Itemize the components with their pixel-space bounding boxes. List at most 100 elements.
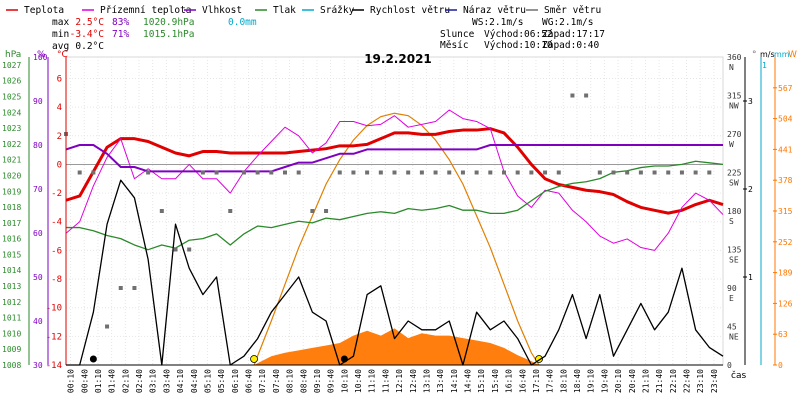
humidity-tick-label: 60: [33, 229, 43, 238]
x-tick-label: 08:40: [299, 369, 308, 393]
pressure-tick-label: 1013: [2, 282, 21, 291]
wind-tick-label: 1: [748, 273, 753, 282]
wind-direction-point: [91, 170, 96, 175]
pressure-tick-label: 1026: [2, 77, 21, 86]
wind-direction-point: [666, 170, 671, 175]
humidity-tick-label: 70: [33, 185, 43, 194]
solar-tick-label: 315: [778, 207, 793, 216]
wind-direction-point: [693, 170, 698, 175]
wind-direction-point: [597, 170, 602, 175]
wind-direction-point: [173, 247, 178, 252]
direction-tick-label: 0: [727, 361, 732, 370]
wind-direction-point: [447, 170, 452, 175]
wind-direction-point: [502, 170, 506, 175]
direction-tick-label: 135: [727, 246, 742, 255]
humidity-tick-label: 80: [33, 141, 43, 150]
pressure-tick-label: 1021: [2, 156, 21, 165]
stat-max-temp: 2.5°C: [75, 17, 104, 28]
pressure-tick-label: 1025: [2, 92, 21, 101]
compass-label: N: [729, 63, 734, 72]
wind-direction-point: [488, 170, 493, 175]
x-tick-label: 05:40: [217, 369, 226, 393]
x-tick-label: 21:10: [641, 369, 650, 393]
solar-tick-label: 378: [778, 176, 793, 185]
solar-tick-label: 441: [778, 145, 793, 154]
wind-direction-point: [337, 170, 342, 175]
wind-direction-point: [652, 170, 657, 175]
x-tick-label: 19:10: [587, 369, 596, 393]
wind-direction-point: [707, 170, 712, 175]
x-tick-label: 13:40: [436, 369, 445, 393]
chart-grid: [65, 56, 724, 366]
x-tick-label: 04:10: [176, 369, 185, 393]
stat-max-precip: 0.0mm: [228, 17, 257, 28]
wind-direction-point: [378, 170, 383, 175]
x-tick-label: 17:10: [532, 369, 541, 393]
pressure-line: [66, 160, 724, 251]
wind-direction-point: [365, 170, 370, 175]
compass-label: E: [729, 294, 734, 303]
pressure-tick-label: 1011: [2, 314, 21, 323]
sun-set: Západ:17:17: [542, 29, 605, 40]
temp-tick-label: -2: [51, 189, 62, 199]
x-tick-label: 06:40: [245, 369, 254, 393]
x-tick-label: 15:40: [491, 369, 500, 393]
x-tick-label: 01:10: [94, 369, 103, 393]
x-tick-label: 22:40: [683, 369, 692, 393]
wind-direction-point: [200, 170, 205, 175]
pressure-tick-label: 1017: [2, 219, 21, 228]
sun-elevation-line: [253, 112, 540, 366]
compass-label: NW: [729, 102, 739, 111]
x-tick-label: 17:40: [546, 369, 555, 393]
solar-radiation-area: [254, 328, 540, 365]
x-tick-label: 15:10: [477, 369, 486, 393]
x-tick-label: 02:40: [135, 369, 144, 393]
x-tick-label: 18:40: [573, 369, 582, 393]
wind-direction-point: [228, 209, 233, 213]
moonset-marker: [89, 355, 97, 363]
legend-label: Přízemní teplota: [100, 5, 192, 16]
wind-direction-point: [105, 324, 110, 329]
x-tick-label: 08:10: [286, 369, 295, 393]
wind-direction-point: [611, 170, 616, 175]
wind-direction-point: [556, 170, 561, 175]
pressure-tick-label: 1019: [2, 187, 21, 196]
wind-direction-point: [269, 170, 274, 175]
wind-direction-point: [159, 209, 164, 213]
pressure-tick-label: 1009: [2, 345, 21, 354]
temp-tick-label: -10: [46, 304, 62, 314]
wind-direction-point: [419, 170, 424, 175]
wind-direction-point: [433, 170, 438, 175]
wind-speed-info: WS:2.1m/s: [472, 17, 523, 28]
stat-min-hum: 71%: [112, 29, 129, 40]
compass-label: W: [729, 140, 734, 149]
x-tick-label: 05:10: [203, 369, 212, 393]
stat-max-label: max: [52, 17, 69, 28]
pressure-tick-label: 1018: [2, 203, 21, 212]
x-tick-label: 22:10: [669, 369, 678, 393]
pressure-tick-label: 1023: [2, 124, 21, 133]
humidity-tick-label: 40: [33, 317, 43, 326]
x-tick-label: 10:10: [340, 369, 349, 393]
stat-min-temp: -3.4°C: [70, 29, 104, 40]
wind-direction-point: [118, 286, 123, 290]
x-tick-label: 09:40: [327, 369, 336, 393]
legend-label: Náraz větru: [463, 5, 526, 16]
temp-tick-label: -8: [51, 275, 62, 285]
x-tick-label: 14:40: [464, 369, 473, 393]
humidity-tick-label: 100: [33, 53, 48, 62]
temp-tick-label: 0: [57, 160, 62, 170]
wind-speed-line: [66, 179, 724, 366]
x-tick-label: 16:40: [518, 369, 527, 393]
wind-direction-point: [406, 170, 411, 175]
legend-label: Tlak: [273, 5, 296, 16]
wind-direction-point: [255, 170, 260, 175]
wind-direction-point: [351, 170, 356, 175]
wind-direction-point: [625, 170, 630, 175]
wind-direction-point: [241, 170, 246, 175]
solar-tick-label: 0: [778, 361, 783, 370]
compass-label: SW: [729, 179, 739, 188]
pressure-tick-label: 1027: [2, 61, 21, 70]
x-tick-label: 19:40: [600, 369, 609, 393]
